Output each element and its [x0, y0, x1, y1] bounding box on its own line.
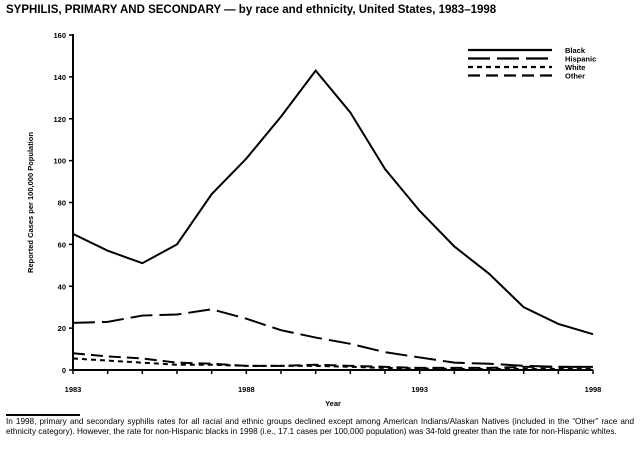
series-line-other — [72, 352, 593, 369]
x-axis-label: Year — [325, 399, 341, 408]
series-line-black — [72, 68, 594, 336]
x-tick-label: 1988 — [238, 385, 255, 394]
y-tick-label: 160 — [53, 31, 66, 40]
x-tick-label: 1993 — [411, 385, 428, 394]
y-tick-label: 140 — [53, 73, 66, 82]
legend-label: White — [565, 63, 585, 72]
x-tick-label: 1998 — [585, 385, 602, 394]
footnote-rule — [6, 414, 80, 416]
chart-title: SYPHILIS, PRIMARY AND SECONDARY — by rac… — [6, 4, 497, 16]
y-tick-label: 0 — [62, 366, 66, 375]
line-chart: 0 20 40 60 80 100 120 140 160 1983 1988 1993 1998 Yea… — [26, 31, 602, 408]
y-tick-label: 60 — [58, 240, 66, 249]
y-tick-label: 20 — [58, 324, 66, 333]
y-axis-label: Reported Cases per 100,000 Population — [26, 132, 35, 273]
y-tick-label: 80 — [58, 199, 66, 208]
legend-label: Hispanic — [565, 55, 596, 64]
footnote: In 1998, primary and secondary syphilis … — [6, 417, 634, 436]
y-tick-label: 100 — [53, 157, 66, 166]
y-tick-label: 120 — [53, 115, 66, 124]
y-tick-label: 40 — [58, 282, 66, 291]
x-tick-label: 1983 — [65, 385, 82, 394]
series-line-hispanic — [72, 308, 593, 368]
legend-label: Black — [565, 46, 586, 55]
legend-label: Other — [565, 72, 585, 81]
series-line-white — [72, 357, 593, 370]
